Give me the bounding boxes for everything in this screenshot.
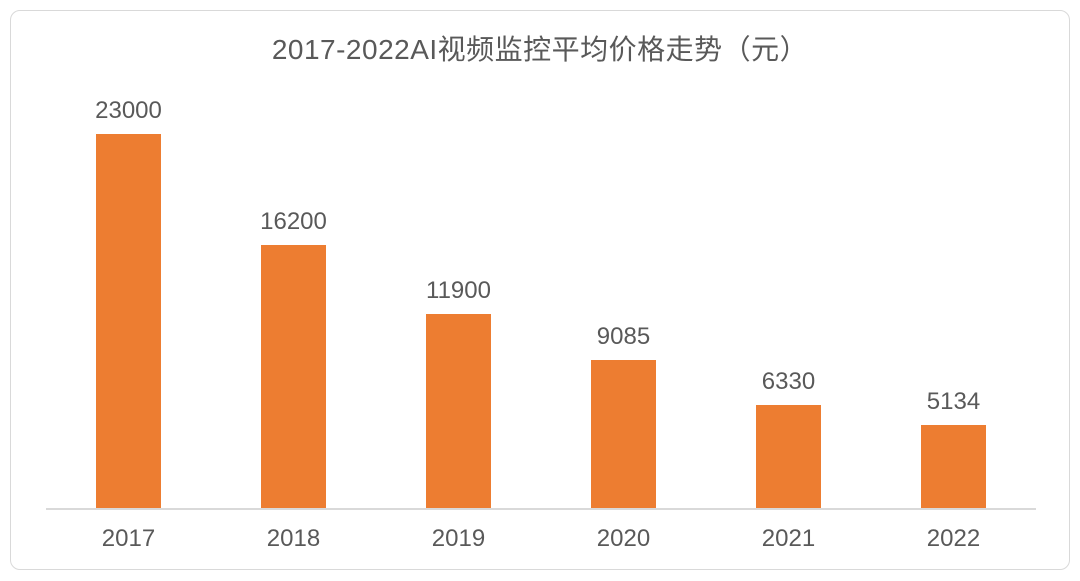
data-label-2021: 6330 <box>761 368 816 395</box>
plot-area: 23000 16200 11900 9085 6330 5134 <box>46 91 1036 510</box>
bar-2018 <box>261 245 326 508</box>
x-tick-2018: 2018 <box>266 525 321 552</box>
data-label-2018: 16200 <box>260 208 327 235</box>
bar-2017 <box>96 134 161 508</box>
x-tick-2022: 2022 <box>926 525 981 552</box>
data-label-2019: 11900 <box>426 277 491 304</box>
x-tick-2021: 2021 <box>761 525 816 552</box>
x-axis: 2017 2018 2019 2020 2021 2022 <box>46 525 1036 553</box>
x-tick-2017: 2017 <box>101 525 156 552</box>
data-label-2020: 9085 <box>596 323 651 350</box>
bar-2019 <box>426 314 491 508</box>
bar-column-2020: 9085 <box>541 323 706 508</box>
data-label-2017: 23000 <box>95 97 162 124</box>
chart-frame: 2017-2022AI视频监控平均价格走势（元） 23000 16200 119… <box>10 10 1070 570</box>
data-label-2022: 5134 <box>926 388 981 415</box>
x-tick-2020: 2020 <box>596 525 651 552</box>
bar-column-2018: 16200 <box>211 208 376 508</box>
bar-column-2022: 5134 <box>871 388 1036 508</box>
bar-column-2019: 11900 <box>376 277 541 508</box>
bar-2020 <box>591 360 656 508</box>
bar-2021 <box>756 405 821 508</box>
bar-column-2017: 23000 <box>46 97 211 508</box>
x-tick-2019: 2019 <box>431 525 486 552</box>
bar-column-2021: 6330 <box>706 368 871 508</box>
chart-title: 2017-2022AI视频监控平均价格走势（元） <box>271 34 809 65</box>
bar-2022 <box>921 425 986 508</box>
